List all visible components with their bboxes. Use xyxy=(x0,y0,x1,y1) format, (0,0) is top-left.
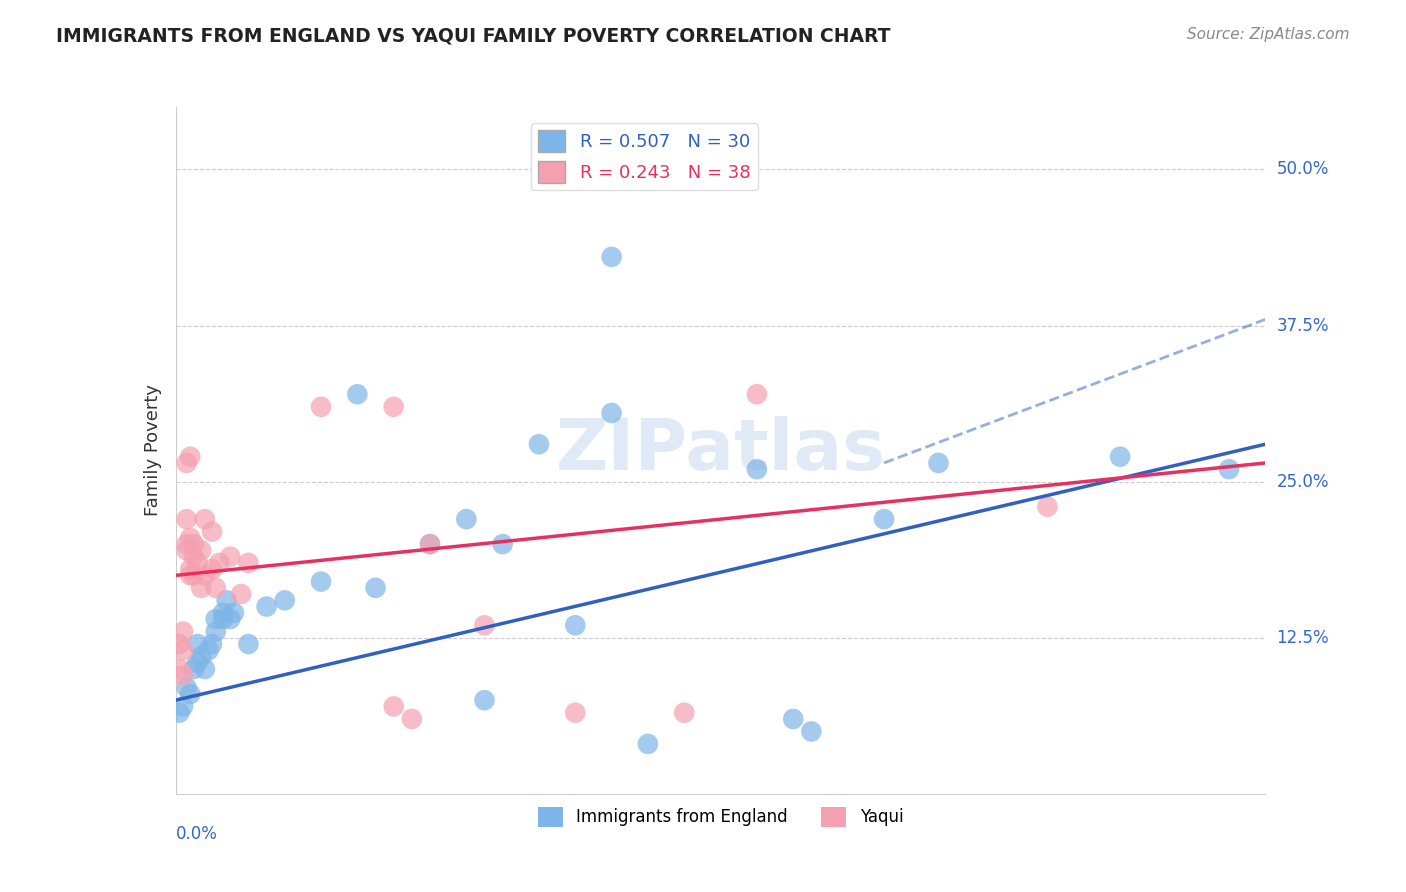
Immigrants from England xyxy=(492,537,515,551)
Yaqui xyxy=(194,568,217,582)
Yaqui xyxy=(176,537,198,551)
Immigrants from England xyxy=(169,706,191,720)
Immigrants from England xyxy=(527,437,550,451)
Immigrants from England xyxy=(204,624,226,639)
Yaqui xyxy=(238,556,260,570)
Yaqui xyxy=(382,400,405,414)
Yaqui xyxy=(176,543,198,558)
Immigrants from England xyxy=(600,406,623,420)
Yaqui xyxy=(201,524,224,539)
Yaqui xyxy=(172,624,194,639)
Yaqui xyxy=(745,387,768,401)
Yaqui xyxy=(401,712,423,726)
Y-axis label: Family Poverty: Family Poverty xyxy=(143,384,162,516)
Yaqui xyxy=(172,668,194,682)
Yaqui xyxy=(201,562,224,576)
Immigrants from England xyxy=(186,656,209,670)
Yaqui xyxy=(219,549,242,564)
Yaqui xyxy=(190,581,212,595)
Immigrants from England xyxy=(238,637,260,651)
Text: 25.0%: 25.0% xyxy=(1277,473,1329,491)
Immigrants from England xyxy=(256,599,278,614)
Text: 37.5%: 37.5% xyxy=(1277,317,1329,334)
Immigrants from England xyxy=(222,606,245,620)
Legend: Immigrants from England, Yaqui: Immigrants from England, Yaqui xyxy=(531,800,910,834)
Yaqui xyxy=(309,400,332,414)
Yaqui xyxy=(208,556,231,570)
Immigrants from England xyxy=(179,687,201,701)
Yaqui xyxy=(179,531,201,545)
Text: 50.0%: 50.0% xyxy=(1277,161,1329,178)
Immigrants from England xyxy=(274,593,297,607)
Immigrants from England xyxy=(364,581,387,595)
Immigrants from England xyxy=(186,637,209,651)
Yaqui xyxy=(183,537,205,551)
Immigrants from England xyxy=(474,693,496,707)
Text: Source: ZipAtlas.com: Source: ZipAtlas.com xyxy=(1187,27,1350,42)
Immigrants from England xyxy=(564,618,586,632)
Text: 0.0%: 0.0% xyxy=(176,825,218,843)
Immigrants from England xyxy=(456,512,478,526)
Yaqui xyxy=(179,568,201,582)
Yaqui xyxy=(474,618,496,632)
Text: ZIPatlas: ZIPatlas xyxy=(555,416,886,485)
Immigrants from England xyxy=(212,606,235,620)
Immigrants from England xyxy=(212,612,235,626)
Yaqui xyxy=(186,556,209,570)
Immigrants from England xyxy=(782,712,804,726)
Immigrants from England xyxy=(183,662,205,676)
Yaqui xyxy=(169,662,191,676)
Immigrants from England xyxy=(1218,462,1240,476)
Yaqui xyxy=(231,587,253,601)
Yaqui xyxy=(194,512,217,526)
Text: 12.5%: 12.5% xyxy=(1277,629,1329,647)
Yaqui xyxy=(190,543,212,558)
Yaqui xyxy=(179,450,201,464)
Text: IMMIGRANTS FROM ENGLAND VS YAQUI FAMILY POVERTY CORRELATION CHART: IMMIGRANTS FROM ENGLAND VS YAQUI FAMILY … xyxy=(56,27,891,45)
Immigrants from England xyxy=(215,593,238,607)
Immigrants from England xyxy=(800,724,823,739)
Immigrants from England xyxy=(745,462,768,476)
Immigrants from England xyxy=(194,662,217,676)
Yaqui xyxy=(564,706,586,720)
Yaqui xyxy=(172,643,194,657)
Immigrants from England xyxy=(219,612,242,626)
Immigrants from England xyxy=(204,612,226,626)
Immigrants from England xyxy=(928,456,950,470)
Yaqui xyxy=(204,581,226,595)
Immigrants from England xyxy=(201,637,224,651)
Yaqui xyxy=(382,699,405,714)
Immigrants from England xyxy=(1109,450,1132,464)
Yaqui xyxy=(176,512,198,526)
Immigrants from England xyxy=(172,699,194,714)
Immigrants from England xyxy=(176,681,198,695)
Immigrants from England xyxy=(197,643,219,657)
Immigrants from England xyxy=(637,737,659,751)
Yaqui xyxy=(673,706,696,720)
Yaqui xyxy=(183,568,205,582)
Immigrants from England xyxy=(190,649,212,664)
Yaqui xyxy=(176,456,198,470)
Immigrants from England xyxy=(419,537,441,551)
Immigrants from England xyxy=(873,512,896,526)
Yaqui xyxy=(183,549,205,564)
Immigrants from England xyxy=(600,250,623,264)
Yaqui xyxy=(179,562,201,576)
Immigrants from England xyxy=(309,574,332,589)
Yaqui xyxy=(419,537,441,551)
Yaqui xyxy=(1036,500,1059,514)
Immigrants from England xyxy=(346,387,368,401)
Yaqui xyxy=(169,637,191,651)
